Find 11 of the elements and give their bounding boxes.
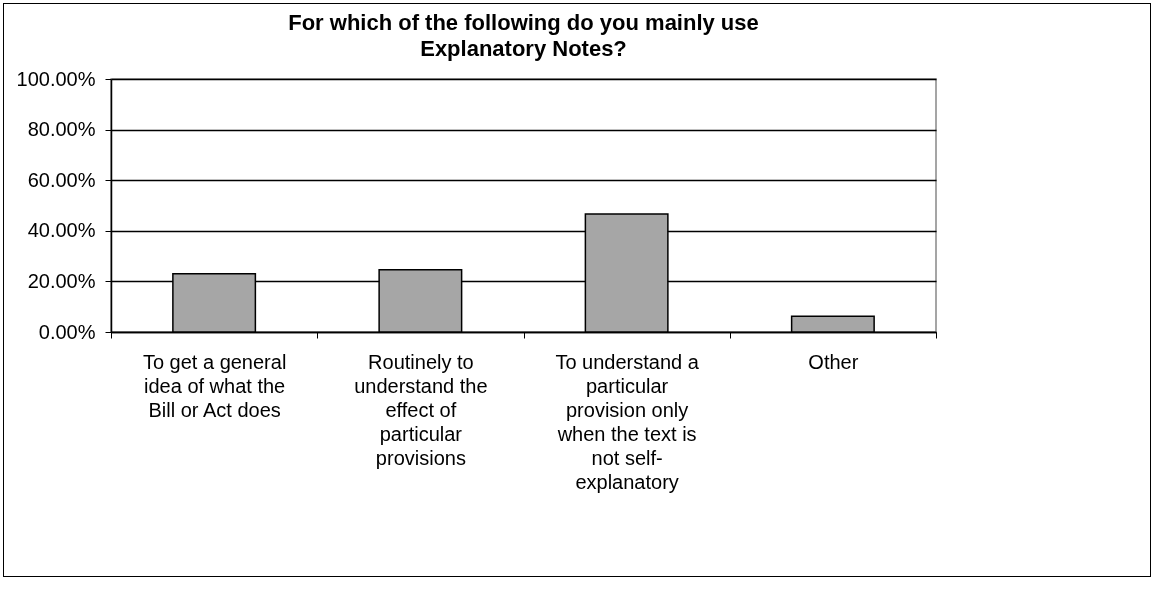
chart-title: For which of the following do you mainly use Explanatory Notes? [288, 10, 759, 61]
y-tick-label: 0.00% [38, 320, 96, 343]
y-tick-label: 60.00% [27, 168, 96, 191]
x-tick-label: Other [808, 350, 859, 373]
x-tick-label: Routinely to understand the effect of particular provisions [354, 350, 488, 469]
y-tick-label: 80.00% [27, 118, 96, 141]
x-tick-label: To get a general idea of what the Bill or Act does [142, 350, 287, 421]
x-tick-label: To understand a particular provision only when the text is not self-explanatory [555, 350, 700, 493]
y-tick-label: 40.00% [27, 219, 96, 242]
y-tick-label: 20.00% [27, 269, 96, 292]
y-tick-label: 100.00% [16, 67, 96, 90]
